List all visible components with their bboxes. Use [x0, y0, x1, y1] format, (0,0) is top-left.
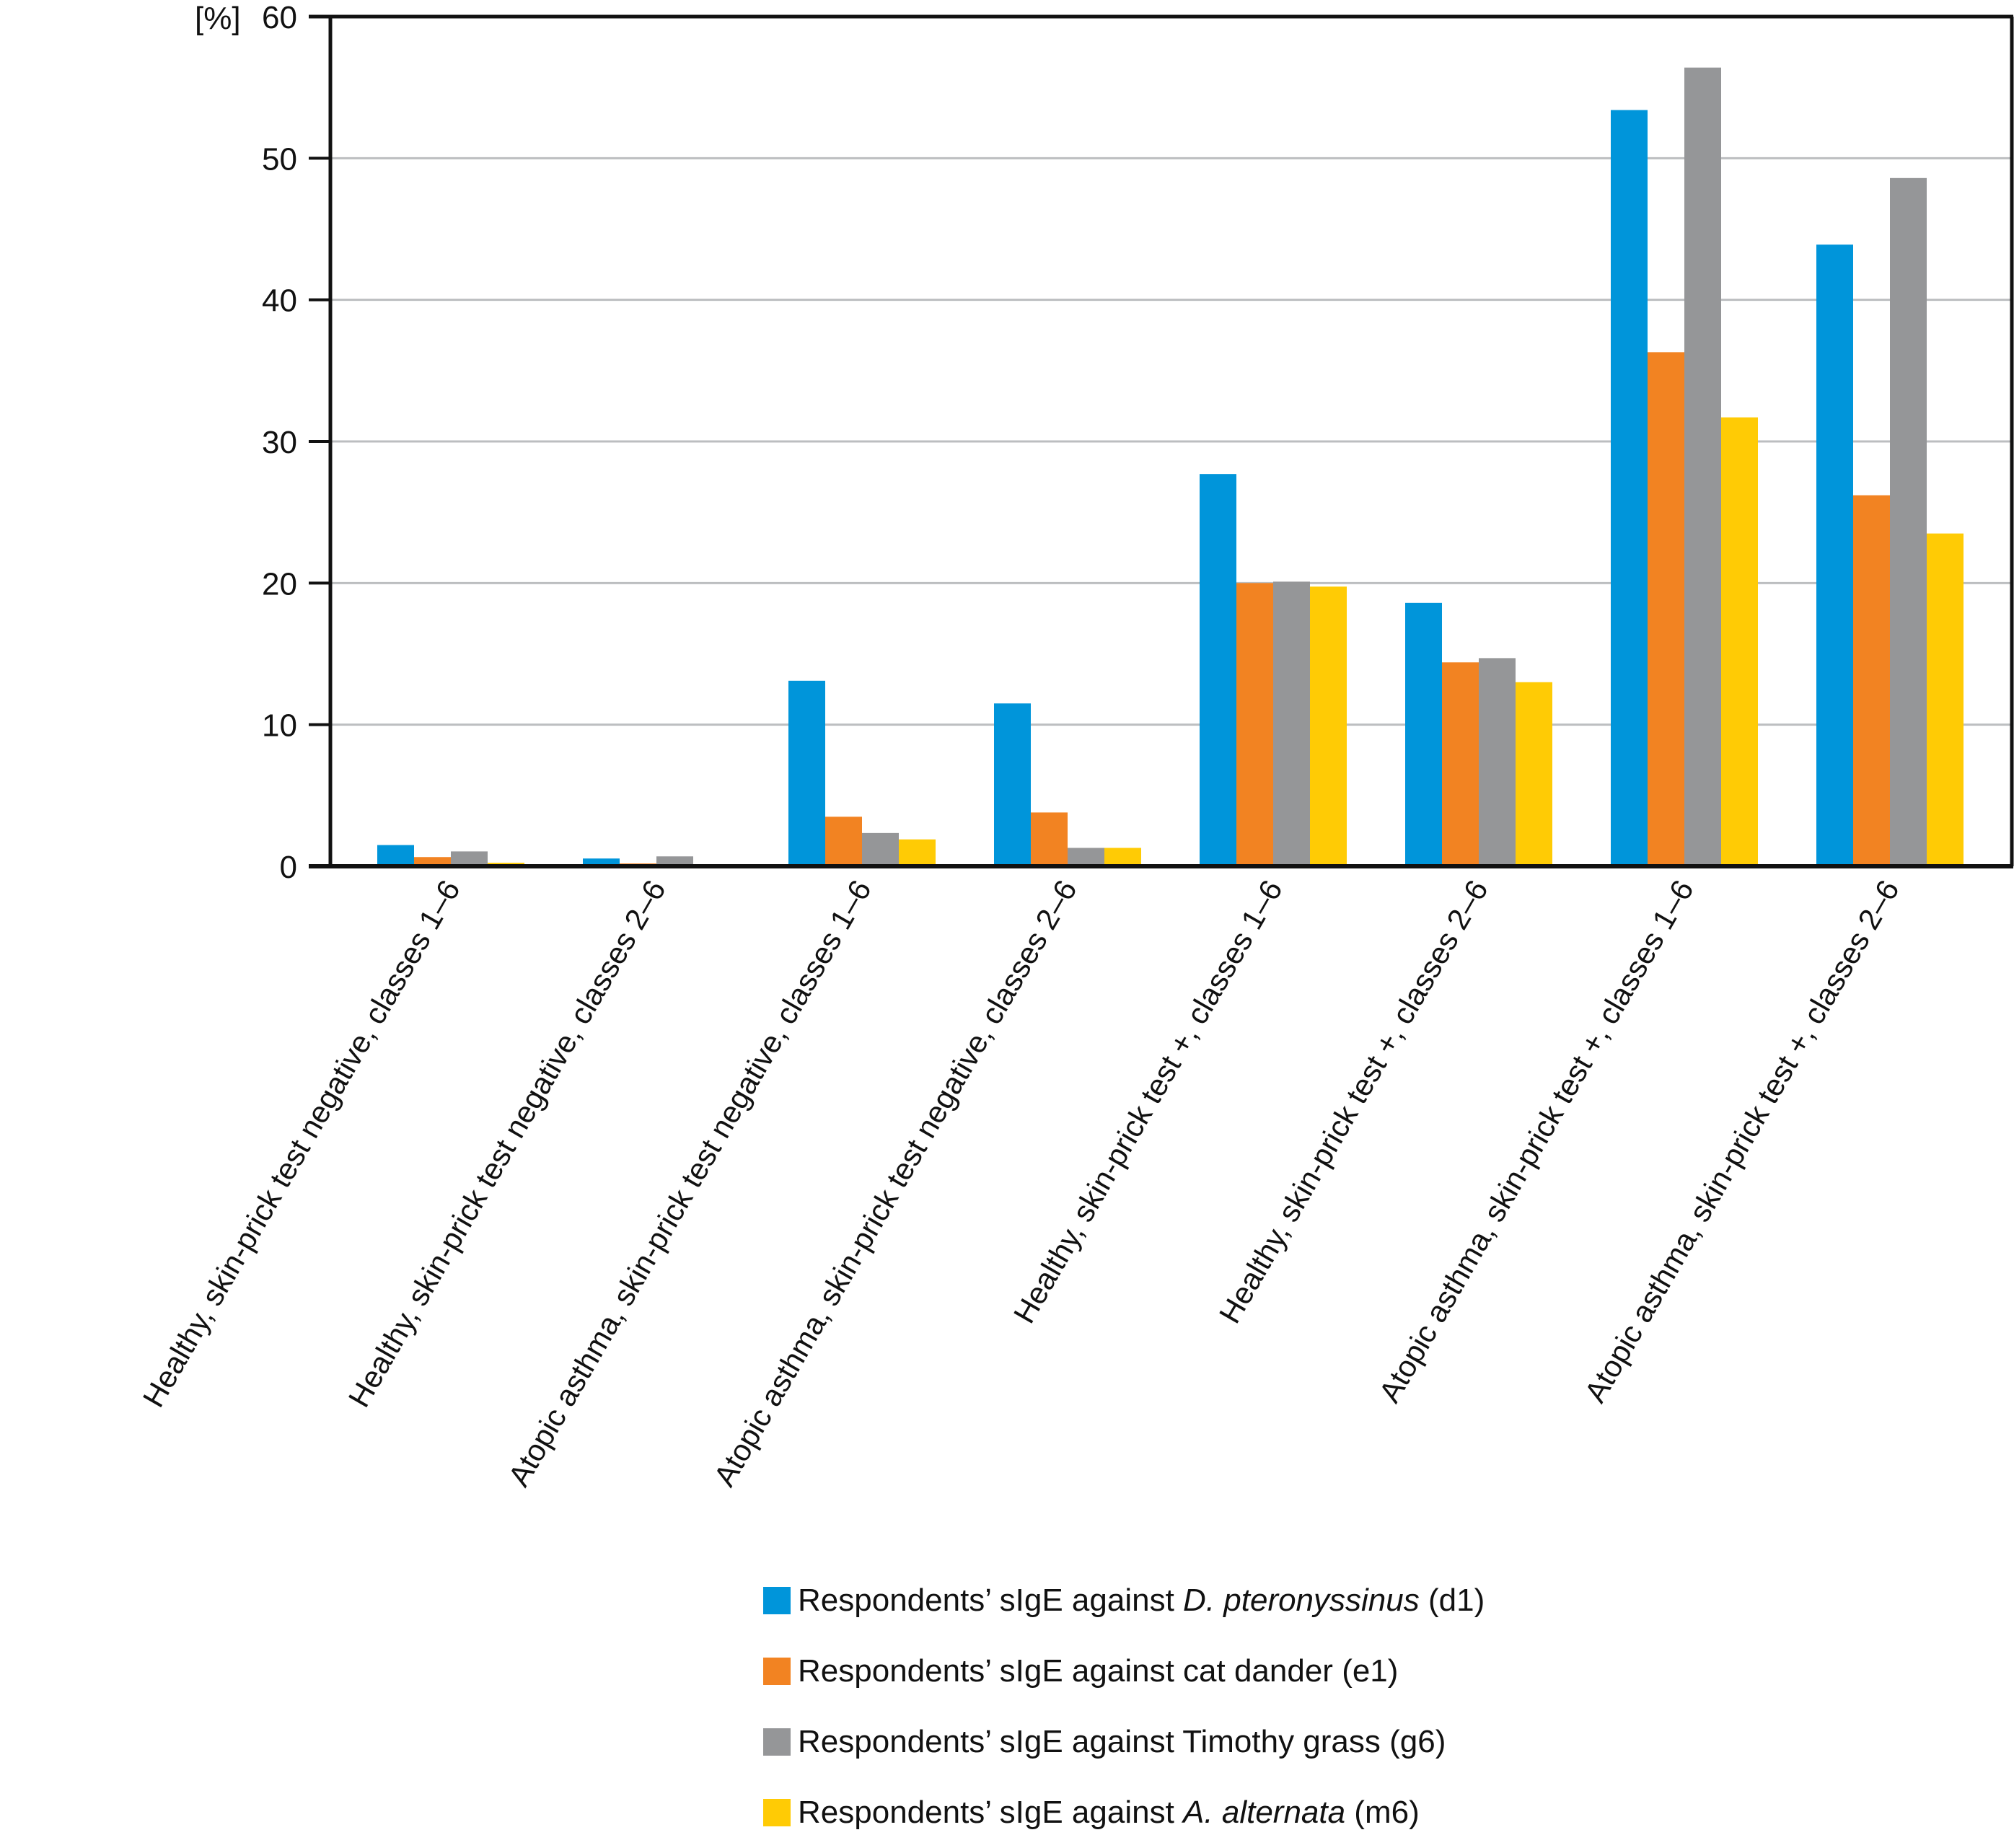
- bar-3-series-3: [862, 832, 899, 866]
- bar-6-series-4: [1516, 682, 1552, 866]
- bar-5-series-3: [1273, 581, 1310, 866]
- legend-swatch: [763, 1728, 791, 1756]
- bar-4-series-3: [1068, 848, 1104, 866]
- x-axis-category-labels: Healthy, skin-prick test negative, class…: [136, 874, 1906, 1492]
- legend: Respondents’ sIgE against D. pteronyssin…: [763, 1565, 1485, 1848]
- legend-label: Respondents’ sIgE against Timothy grass …: [798, 1724, 1446, 1759]
- legend-swatch: [763, 1658, 791, 1685]
- bar-7-series-3: [1684, 67, 1721, 866]
- bar-8-series-4: [1927, 533, 1964, 866]
- bar-2-series-1: [583, 858, 620, 866]
- legend-item: Respondents’ sIgE against D. pteronyssin…: [763, 1565, 1485, 1636]
- y-tick-label: 40: [262, 283, 297, 319]
- legend-label: Respondents’ sIgE against cat dander (e1…: [798, 1653, 1399, 1689]
- legend-swatch: [763, 1587, 791, 1614]
- gridlines: [330, 157, 2012, 726]
- y-tick-label: 0: [280, 850, 297, 885]
- y-tick-label: 10: [262, 708, 297, 744]
- bar-6-series-1: [1405, 602, 1442, 866]
- bar-4-series-4: [1104, 848, 1141, 866]
- bar-5-series-4: [1310, 586, 1347, 866]
- y-axis-unit-label: [%]: [195, 1, 241, 36]
- x-category-label: Atopic asthma, skin-prick test negative,…: [501, 874, 878, 1492]
- bar-3-series-1: [788, 680, 825, 866]
- bar-8-series-3: [1890, 177, 1927, 866]
- y-tick-label: 20: [262, 566, 297, 602]
- bar-4-series-1: [994, 703, 1031, 866]
- legend-label: Respondents’ sIgE against D. pteronyssin…: [798, 1583, 1485, 1618]
- bar-7-series-4: [1721, 417, 1758, 866]
- legend-swatch: [763, 1799, 791, 1826]
- bar-8-series-1: [1816, 245, 1853, 866]
- bars: [377, 67, 1964, 867]
- bar-6-series-3: [1479, 658, 1516, 866]
- y-tick-label: 50: [262, 141, 297, 177]
- bar-4-series-2: [1031, 812, 1068, 866]
- bar-1-series-2: [414, 857, 451, 866]
- bar-5-series-1: [1200, 474, 1236, 866]
- bar-2-series-3: [656, 856, 693, 866]
- bar-1-series-1: [377, 845, 414, 866]
- x-category-label: Atopic asthma, skin-prick test negative,…: [707, 874, 1083, 1492]
- bar-6-series-2: [1442, 662, 1479, 866]
- legend-item: Respondents’ sIgE against Timothy grass …: [763, 1707, 1485, 1777]
- bar-1-series-3: [451, 851, 488, 866]
- bar-3-series-4: [899, 839, 936, 866]
- y-tick-label: 60: [262, 0, 297, 35]
- y-tick-label: 30: [262, 425, 297, 460]
- bar-8-series-2: [1853, 495, 1890, 866]
- y-axis-ticks: 0 10 20 30 40 50 60: [262, 0, 330, 885]
- legend-item: Respondents’ sIgE against A. alternata (…: [763, 1777, 1485, 1848]
- bar-5-series-2: [1236, 583, 1273, 866]
- legend-item: Respondents’ sIgE against cat dander (e1…: [763, 1636, 1485, 1707]
- bar-7-series-2: [1648, 352, 1684, 866]
- bar-3-series-2: [825, 817, 862, 866]
- legend-label: Respondents’ sIgE against A. alternata (…: [798, 1795, 1420, 1830]
- bar-7-series-1: [1611, 110, 1648, 867]
